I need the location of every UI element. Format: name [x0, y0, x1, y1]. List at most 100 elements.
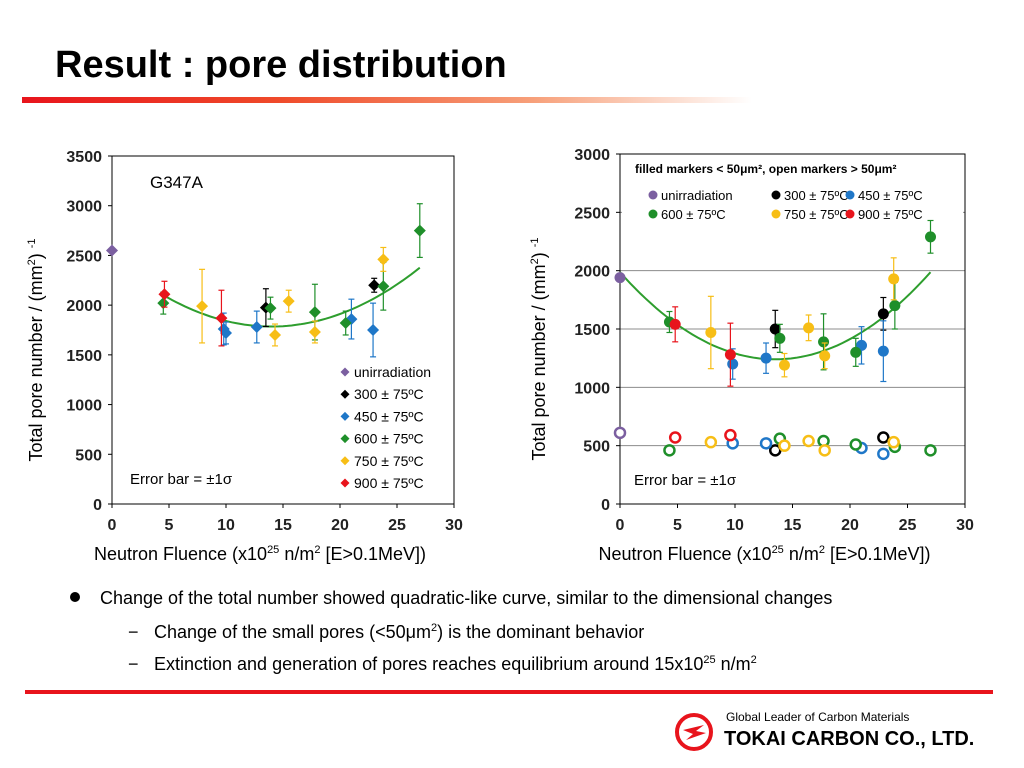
- data-point-open: [724, 428, 737, 442]
- right-chart: 0 500 1000 1500 2000 2500 3000 0 5 10 15 20 25 30 Neut…: [529, 147, 974, 564]
- data-point: [377, 280, 390, 293]
- x-axis-label: Neutron Fluence (x1025 n/m2 [E>0.1MeV]): [598, 544, 930, 564]
- y-axis-label: Total pore number / (mm2) -1: [26, 239, 46, 462]
- legend-label: 300 ± 75ºC: [784, 188, 849, 203]
- data-point-open: [704, 435, 718, 449]
- dash-icon: −: [128, 622, 139, 642]
- legend-marker: [340, 367, 350, 377]
- chart-title: G347A: [150, 173, 204, 192]
- data-point-open: [924, 444, 937, 457]
- data-point-filled: [925, 231, 936, 243]
- data-point-filled: [877, 345, 889, 357]
- x-axis-label: Neutron Fluence (x1025 n/m2 [E>0.1MeV]): [94, 544, 426, 564]
- data-point-open: [818, 444, 831, 457]
- plot-frame: [111, 155, 455, 505]
- data-point-filled: [778, 359, 790, 371]
- data-point: [377, 253, 390, 266]
- legend-marker: [771, 209, 781, 219]
- data-point-open: [613, 426, 627, 440]
- error-bar-note: Error bar = ±1σ: [130, 471, 233, 488]
- legend-label: unirradiation: [354, 364, 431, 380]
- tokai-carbon-logo-icon: [675, 713, 713, 751]
- legend-marker: [340, 411, 350, 421]
- data-point-filled: [774, 332, 786, 344]
- data-point-filled: [877, 308, 889, 320]
- data-point: [220, 326, 232, 339]
- y-tick-label: 3500: [66, 149, 102, 166]
- data-point-open: [802, 434, 815, 448]
- legend-label: 600 ± 75ºC: [354, 431, 424, 447]
- x-tick-label: 0: [616, 517, 625, 534]
- x-tick-label: 15: [274, 517, 292, 534]
- data-point: [196, 300, 209, 313]
- legend-marker: [340, 434, 350, 444]
- left-chart: 0 500 1000 1500 2000 2500 3000 3500 0 5 10 15 20 25 30…: [26, 149, 463, 564]
- legend-label: 900 ± 75ºC: [858, 207, 923, 222]
- data-point: [264, 302, 277, 315]
- data-point: [106, 244, 118, 257]
- y-tick-label: 1500: [574, 322, 610, 339]
- footer-divider: [25, 690, 993, 694]
- y-tick-label: 0: [93, 497, 102, 514]
- data-point: [308, 306, 321, 319]
- slide-title: Result : pore distribution: [55, 44, 507, 86]
- data-point: [339, 317, 352, 330]
- footer-tagline: Global Leader of Carbon Materials: [726, 710, 910, 724]
- fit-curve: [162, 266, 421, 328]
- x-tick-label: 10: [726, 517, 744, 534]
- y-tick-label: 3000: [66, 199, 102, 216]
- y-tick-label: 2500: [66, 248, 102, 265]
- data-point-filled: [724, 349, 736, 361]
- legend-label: 900 ± 75ºC: [354, 475, 424, 491]
- bullet-sub-2: − Extinction and generation of pores reac…: [128, 654, 757, 674]
- data-point-filled: [850, 346, 862, 358]
- data-point: [413, 224, 426, 237]
- data-point-filled: [705, 327, 717, 338]
- x-tick-label: 25: [388, 517, 406, 534]
- legend-marker: [340, 389, 350, 399]
- data-point: [215, 312, 228, 325]
- y-tick-label: 1000: [574, 380, 610, 397]
- legend-marker: [340, 478, 350, 488]
- y-tick-label: 1000: [66, 398, 102, 415]
- bullet-sub-1: − Change of the small pores (<50μm2) is t…: [128, 622, 645, 642]
- data-point-filled: [889, 300, 901, 312]
- legend-label: 450 ± 75ºC: [354, 408, 424, 424]
- y-tick-label: 1500: [66, 348, 102, 365]
- y-tick-label: 500: [75, 447, 102, 464]
- legend-label: 750 ± 75ºC: [784, 207, 849, 222]
- legend-label: 750 ± 75ºC: [354, 453, 424, 469]
- data-point: [308, 325, 321, 338]
- data-point-filled: [888, 273, 900, 285]
- data-point-filled: [819, 350, 831, 362]
- legend-marker: [648, 190, 658, 200]
- legend-marker: [845, 190, 855, 200]
- data-point-filled: [803, 322, 815, 334]
- y-tick-label: 0: [601, 497, 610, 514]
- y-tick-label: 500: [583, 439, 610, 456]
- error-bar-note: Error bar = ±1σ: [634, 472, 737, 489]
- data-point-filled: [760, 352, 772, 364]
- dash-icon: −: [128, 654, 139, 674]
- data-point: [269, 328, 282, 341]
- legend-marker: [648, 209, 658, 219]
- y-tick-label: 2500: [574, 205, 610, 222]
- data-point-filled: [614, 272, 626, 284]
- data-point: [367, 324, 380, 336]
- title-underline: [22, 97, 752, 103]
- legend-label: 300 ± 75ºC: [354, 386, 424, 402]
- legend-marker: [340, 456, 350, 466]
- header-note: filled markers < 50μm², open markers > 5…: [635, 162, 896, 176]
- data-point-filled: [669, 318, 681, 330]
- x-tick-label: 20: [331, 517, 349, 534]
- legend-background: [622, 156, 963, 220]
- data-point: [282, 295, 295, 308]
- data-point: [158, 288, 171, 301]
- data-point-open: [668, 431, 682, 444]
- x-tick-label: 30: [956, 517, 974, 534]
- y-axis-label: Total pore number / (mm2) -1: [529, 238, 549, 461]
- data-point: [345, 313, 358, 326]
- y-tick-label: 2000: [66, 298, 102, 315]
- data-point: [368, 279, 381, 292]
- legend-marker: [845, 209, 855, 219]
